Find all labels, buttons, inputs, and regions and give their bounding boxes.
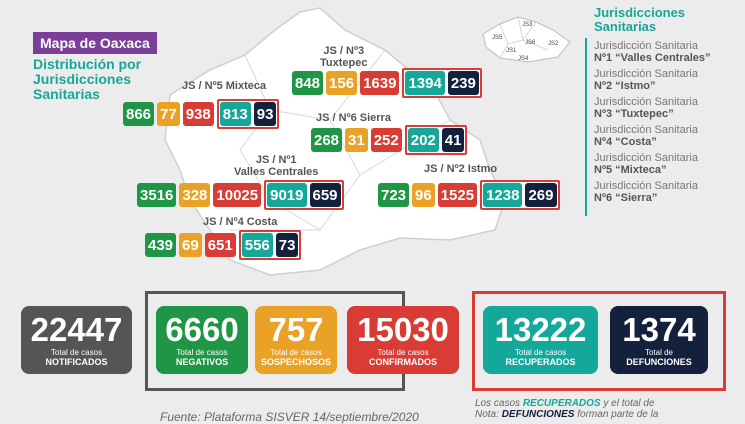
total-recovered: 13222 Total de casos RECUPERADOS <box>483 306 598 374</box>
legend-item: Jurisdicción Sanitaria Nº6 “Sierra” <box>594 180 698 204</box>
footnote: Los casos RECUPERADOS y el total de Nota… <box>475 398 659 420</box>
map-title: Mapa de Oaxaca <box>33 32 157 54</box>
inset-label-js4: JS4 <box>518 56 529 62</box>
js2-label: JS / Nº2 Istmo <box>424 163 498 175</box>
inset-map: JS5 JS3 JS1 JS6 JS2 JS4 <box>482 16 571 63</box>
inset-label-js1: JS1 <box>506 48 517 54</box>
data-source: Fuente: Plataforma SISVER 14/septiembre/… <box>160 410 419 424</box>
map-subtitle: Distribución por Jurisdicciones Sanitarias <box>33 56 142 102</box>
total-suspect: 757 Total de casos SOSPECHOSOS <box>255 306 337 374</box>
confirmed-value: 848 <box>292 71 324 95</box>
total-deaths: 1374 Total de DEFUNCIONES <box>610 306 708 374</box>
deaths-value: 239 <box>447 71 479 95</box>
js3-values: 848 156 1639 1394 239 <box>292 68 482 98</box>
js1-label: JS / Nº1 Valles Centrales <box>234 154 319 178</box>
total-notified: 22447 Total de casos NOTIFICADOS <box>21 306 132 374</box>
legend-divider <box>585 38 587 216</box>
total-negative: 6660 Total de casos NEGATIVOS <box>156 306 248 374</box>
js1-values: 3516 328 10025 9019 659 <box>137 180 344 210</box>
js6-label: JS / Nº6 Sierra <box>316 112 391 124</box>
js2-values: 723 96 1525 1238 269 <box>378 180 560 210</box>
legend-item: Jurisdicción Sanitaria Nº2 “Istmo” <box>594 68 698 92</box>
legend-title: Jurisdicciones Sanitarias <box>594 5 686 34</box>
js4-label: JS / Nº4 Costa <box>203 216 278 228</box>
inset-label-js2: JS2 <box>548 41 559 47</box>
inset-label-js5: JS5 <box>492 35 503 41</box>
js6-values: 268 31 252 202 41 <box>311 125 468 155</box>
suspect-value: 156 <box>326 71 358 95</box>
js3-label: JS / Nº3 Tuxtepec <box>320 45 368 69</box>
legend-item: Jurisdicción Sanitaria Nº1 “Valles Centra… <box>594 40 711 64</box>
recovered-value: 1394 <box>405 71 445 95</box>
total-confirmed: 15030 Total de casos CONFIRMADOS <box>347 306 459 374</box>
js4-values: 439 69 651 556 73 <box>145 230 302 260</box>
js5-label: JS / Nº5 Mixteca <box>182 80 267 92</box>
legend-item: Jurisdicción Sanitaria Nº5 “Mixteca” <box>594 152 698 176</box>
legend-item: Jurisdicción Sanitaria Nº4 “Costa” <box>594 124 698 148</box>
js5-values: 866 77 938 813 93 <box>123 99 280 129</box>
inset-label-js3: JS3 <box>522 22 533 28</box>
jurisdiction-legend: Jurisdicción Sanitaria Nº1 “Valles Centra… <box>594 40 739 208</box>
positive-value: 1639 <box>360 71 400 95</box>
recovered-deaths-frame <box>472 291 726 391</box>
legend-item: Jurisdicción Sanitaria Nº3 “Tuxtepec” <box>594 96 698 120</box>
inset-label-js6: JS6 <box>525 40 536 46</box>
